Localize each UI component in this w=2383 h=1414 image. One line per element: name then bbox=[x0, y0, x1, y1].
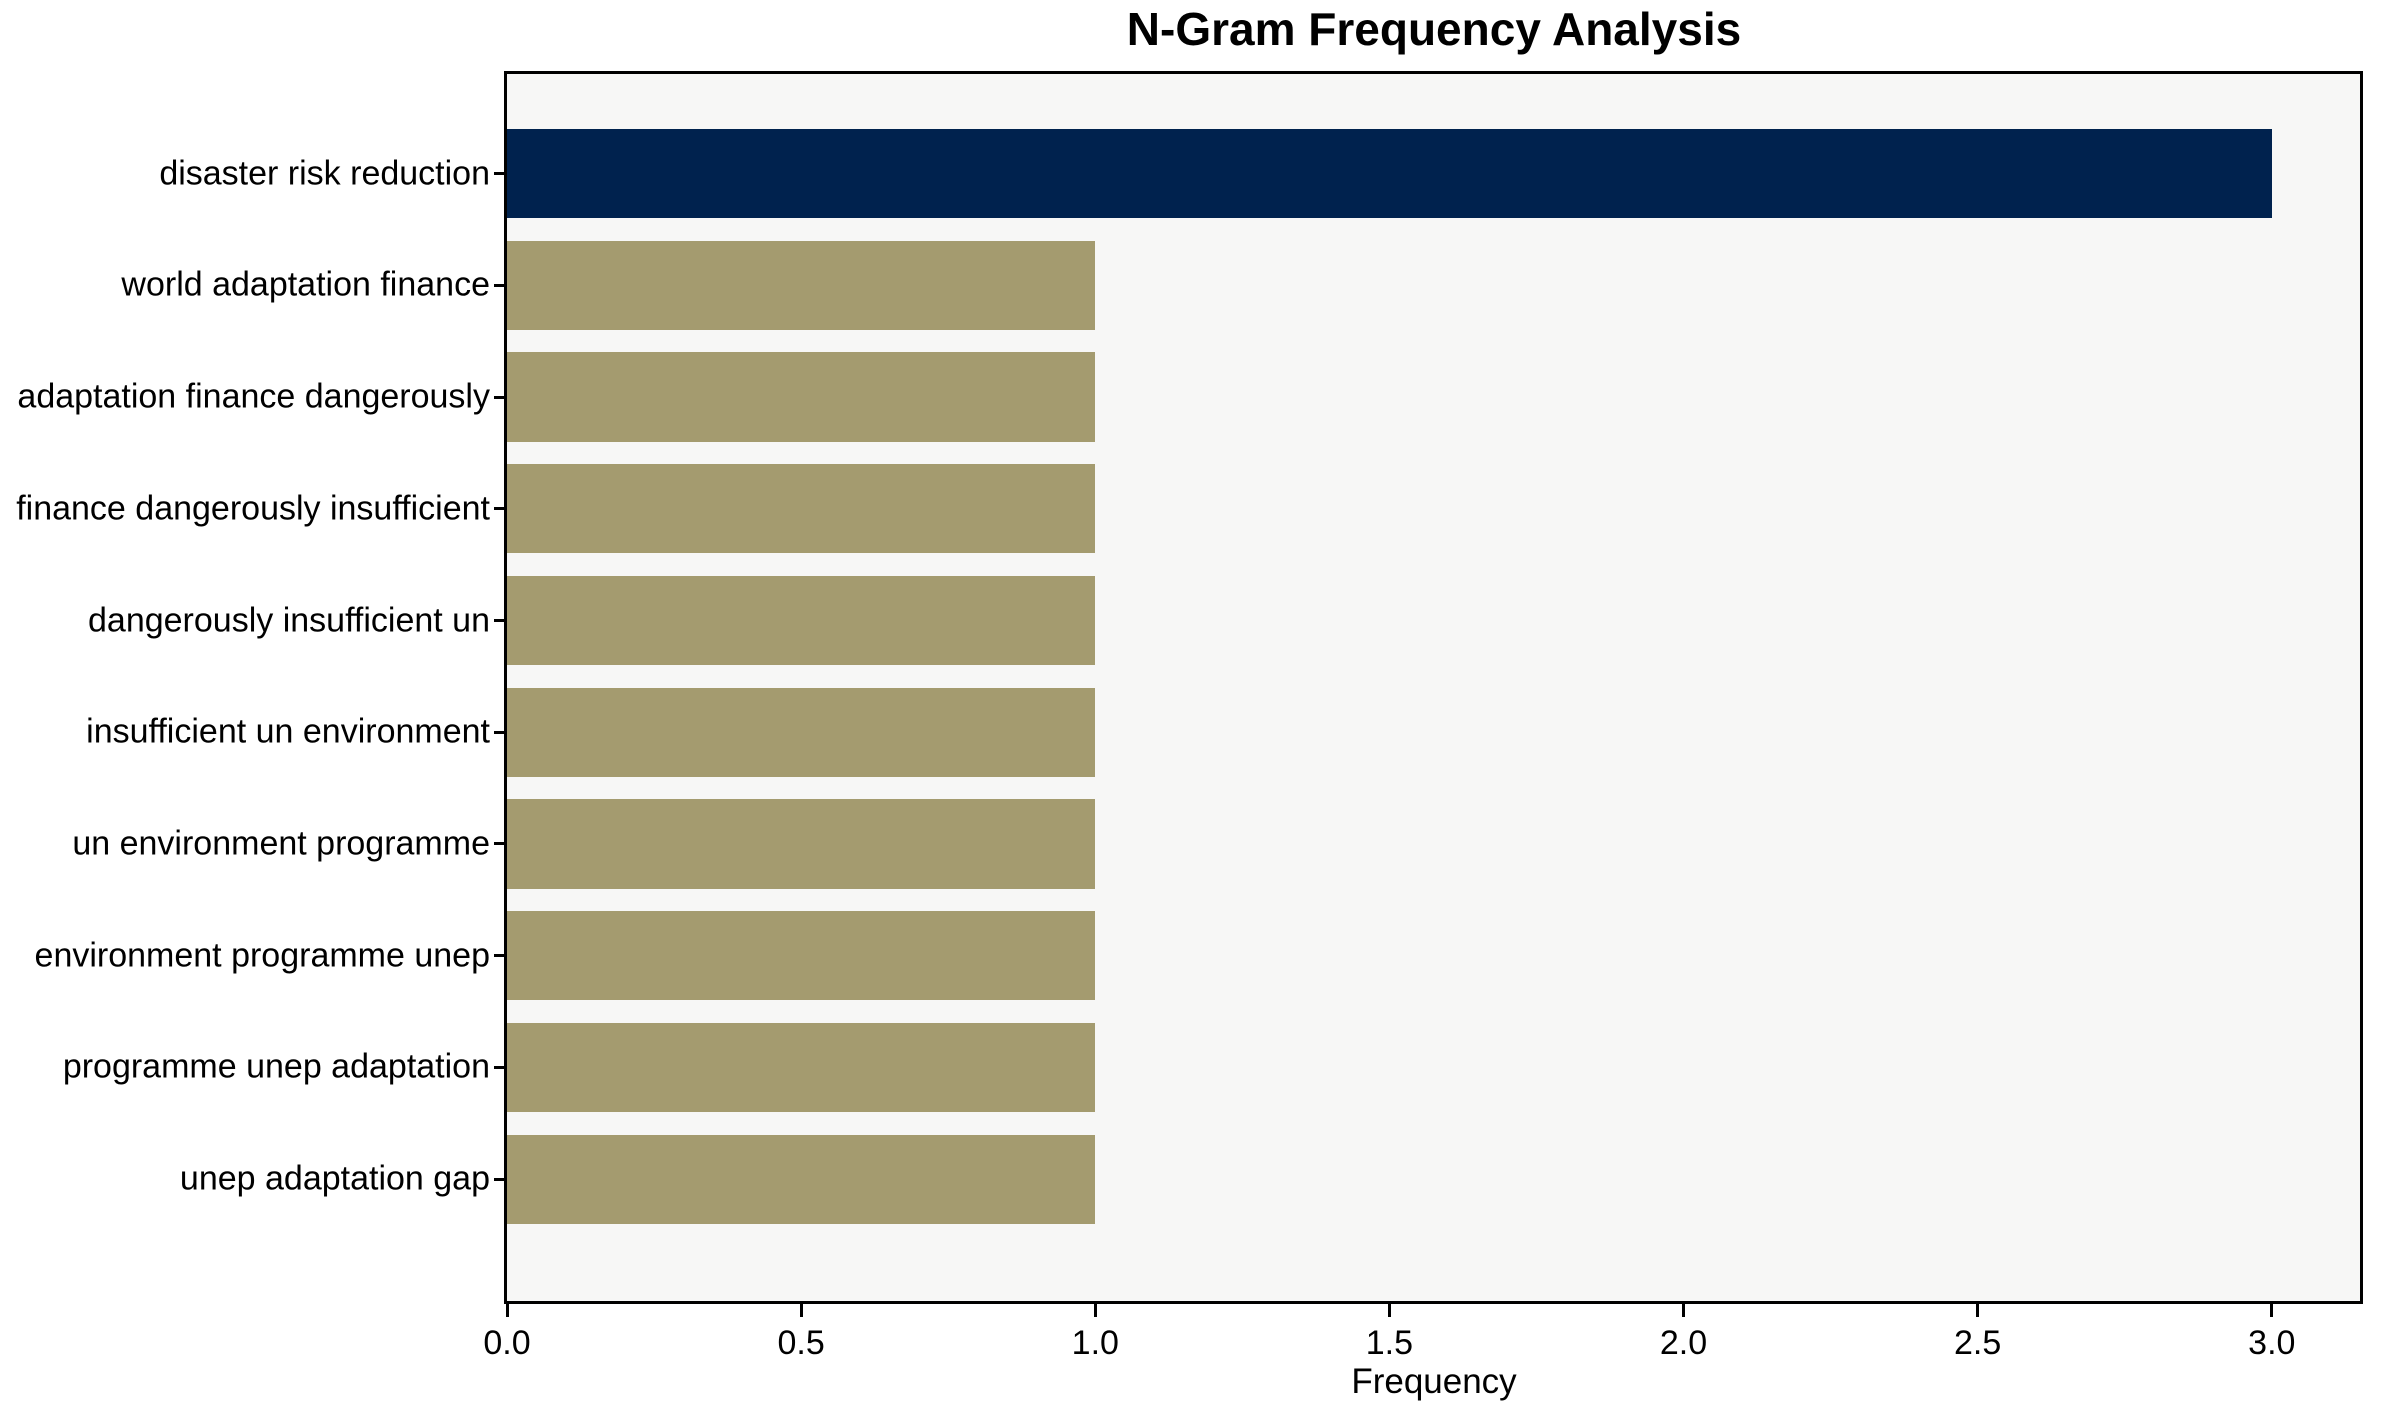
bar bbox=[507, 352, 1096, 442]
y-tick-mark bbox=[494, 507, 506, 511]
bar bbox=[507, 128, 2272, 219]
bar bbox=[507, 911, 1096, 1001]
x-tick-label: 0.0 bbox=[483, 1324, 531, 1362]
y-tick-label: world adaptation finance bbox=[121, 265, 490, 304]
x-tick-mark bbox=[1976, 1304, 1980, 1317]
x-tick-mark bbox=[1682, 1304, 1685, 1317]
bar bbox=[507, 575, 1096, 666]
y-tick-label: finance dangerously insufficient bbox=[16, 489, 490, 528]
bar bbox=[507, 464, 1096, 554]
chart-title: N-Gram Frequency Analysis bbox=[1126, 3, 1742, 55]
y-tick-mark bbox=[494, 619, 506, 622]
y-tick-label: insufficient un environment bbox=[86, 712, 490, 751]
x-tick-mark bbox=[1093, 1304, 1097, 1317]
x-tick-label: 0.5 bbox=[777, 1324, 825, 1362]
x-tick-label: 3.0 bbox=[2248, 1324, 2296, 1362]
y-tick-mark bbox=[494, 395, 506, 399]
y-tick-mark bbox=[494, 1177, 506, 1181]
x-tick-mark bbox=[799, 1304, 803, 1317]
x-tick-label: 2.5 bbox=[1953, 1324, 2002, 1362]
bar bbox=[507, 1134, 1096, 1224]
y-tick-mark bbox=[494, 283, 506, 287]
x-tick-label: 1.5 bbox=[1365, 1324, 1414, 1362]
x-tick-mark bbox=[505, 1304, 509, 1317]
y-tick-mark bbox=[494, 1065, 506, 1069]
y-tick-mark bbox=[494, 954, 506, 958]
bar bbox=[507, 240, 1096, 330]
y-tick-mark bbox=[494, 172, 506, 175]
x-axis-title: Frequency bbox=[1351, 1362, 1517, 1401]
y-tick-label: environment programme unep bbox=[34, 936, 490, 975]
bar bbox=[507, 687, 1096, 777]
y-tick-mark bbox=[494, 730, 506, 734]
y-tick-label: un environment programme bbox=[72, 824, 490, 863]
bar bbox=[507, 1022, 1096, 1113]
y-tick-label: dangerously insufficient un bbox=[88, 601, 490, 639]
x-tick-mark bbox=[1387, 1304, 1391, 1317]
y-tick-label: adaptation finance dangerously bbox=[17, 377, 490, 416]
bar bbox=[507, 799, 1096, 889]
x-tick-label: 1.0 bbox=[1071, 1324, 1119, 1362]
y-tick-label: unep adaptation gap bbox=[179, 1159, 490, 1198]
y-tick-mark bbox=[494, 842, 506, 846]
y-tick-label: disaster risk reduction bbox=[159, 154, 490, 192]
y-tick-label: programme unep adaptation bbox=[62, 1047, 490, 1086]
x-tick-label: 2.0 bbox=[1659, 1324, 1708, 1362]
x-tick-mark bbox=[2270, 1304, 2274, 1317]
